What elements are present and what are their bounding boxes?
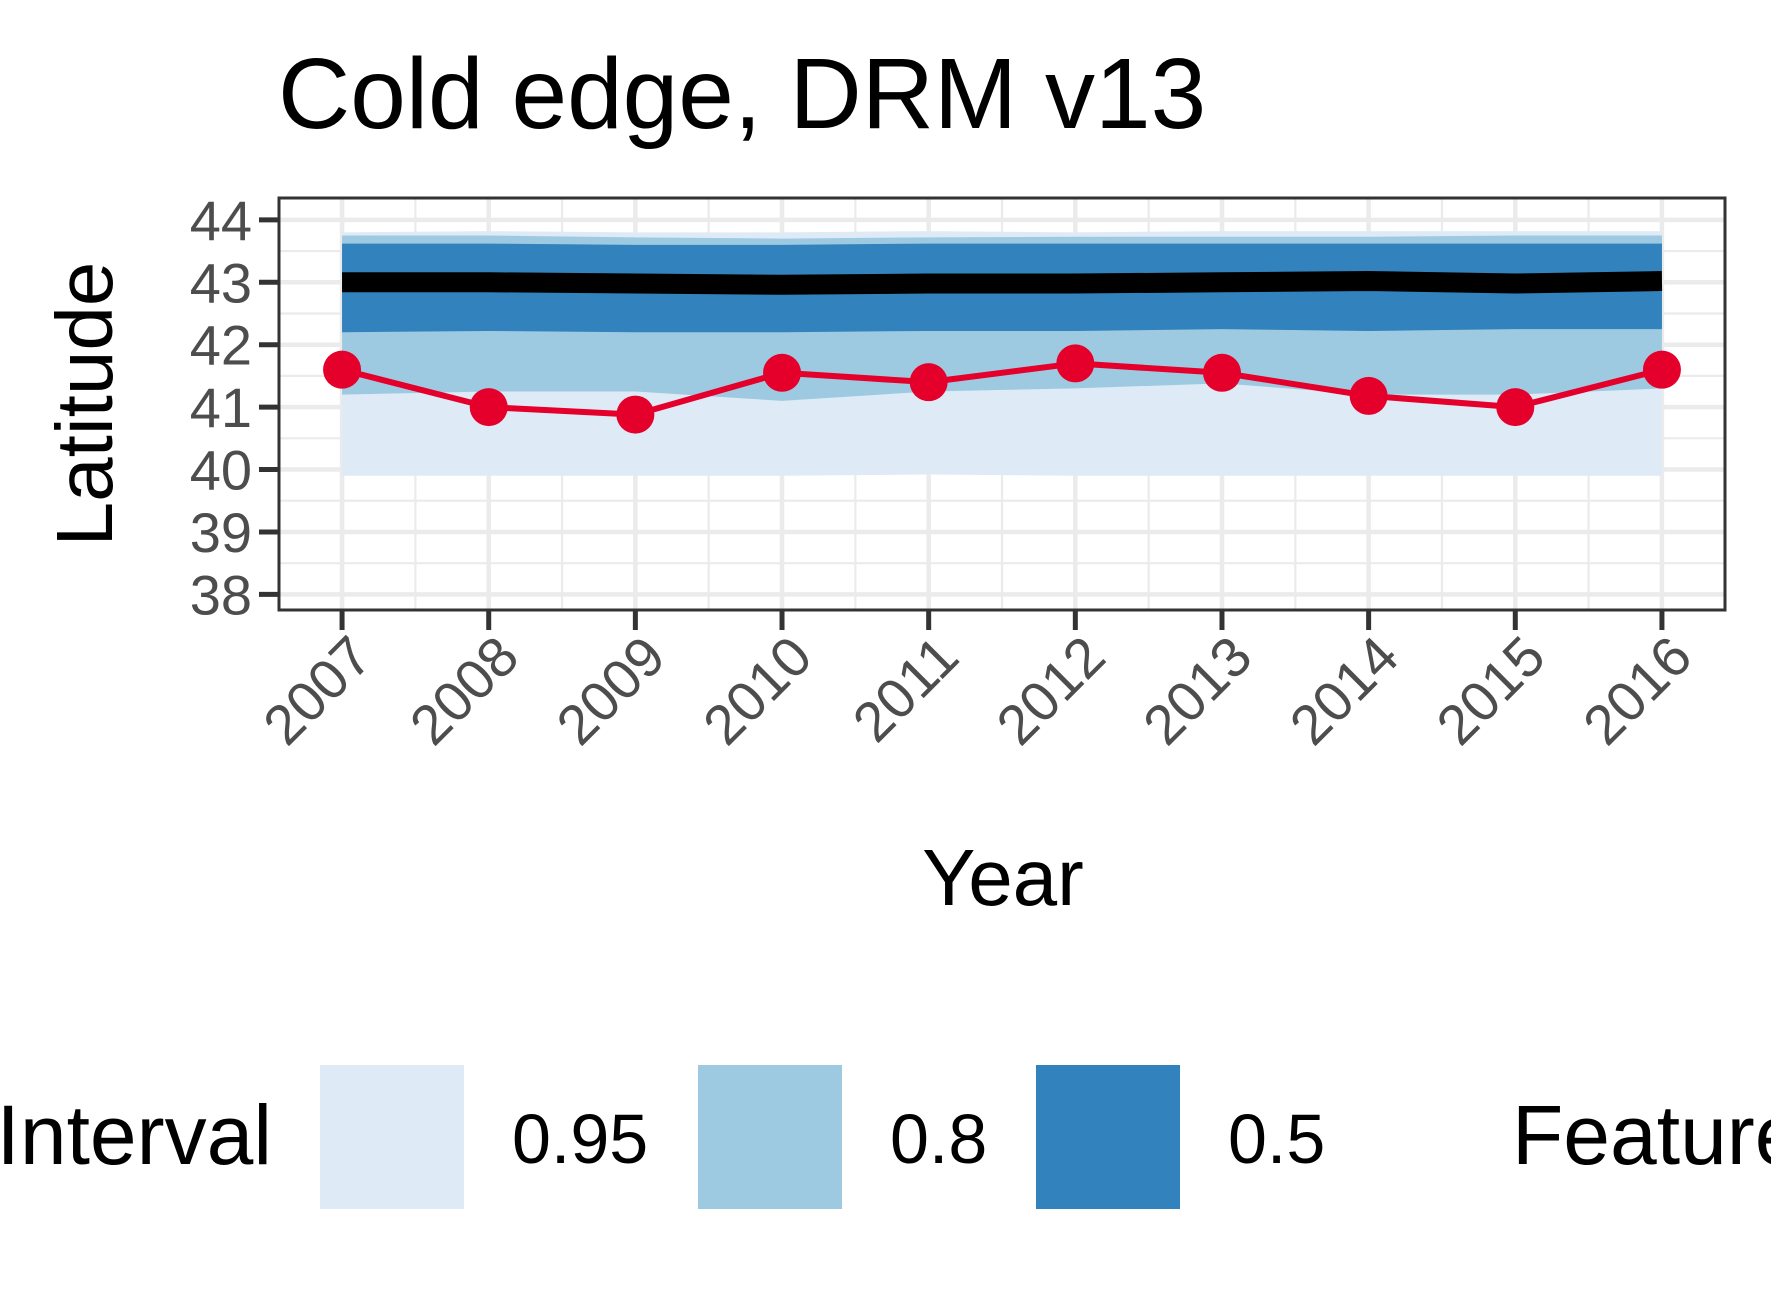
- legend-label-0.5: 0.5: [1228, 1100, 1325, 1178]
- plot-border: [277, 196, 1727, 612]
- x-tick-label: 2015: [1424, 624, 1557, 757]
- observed-point: [1642, 350, 1681, 389]
- x-tick-label: 2016: [1571, 624, 1704, 757]
- median-line: [342, 271, 1663, 295]
- y-tick-label: 40: [190, 439, 252, 502]
- legend-label-0.8: 0.8: [890, 1100, 987, 1178]
- y-tick-label: 38: [190, 563, 252, 626]
- x-tick-label: 2007: [251, 624, 384, 757]
- observed-point: [1349, 376, 1388, 415]
- y-tick-label: 44: [190, 189, 252, 252]
- x-tick-label: 2011: [840, 624, 970, 754]
- legend-key-0.5: [1036, 1065, 1180, 1209]
- series-lines: [341, 271, 1663, 418]
- legend-label-0.95: 0.95: [512, 1100, 648, 1178]
- observed-line: [341, 360, 1663, 418]
- legend-title-feature: Feature: [1512, 1088, 1771, 1182]
- observed-point: [763, 353, 802, 392]
- legend-title-interval: Interval: [0, 1088, 272, 1182]
- chart-title: Cold edge, DRM v13: [278, 38, 1206, 150]
- y-tick-label: 43: [190, 251, 252, 314]
- x-tick-label: 2014: [1277, 624, 1410, 757]
- observed-point: [1202, 353, 1241, 392]
- observed-point: [616, 395, 655, 434]
- legend-key-0.8: [698, 1065, 842, 1209]
- observed-point: [909, 363, 948, 402]
- x-axis: 2007 2008 2009 2010 2011 2012 2013 2014 2015 2016: [251, 610, 1704, 757]
- x-tick-label: 2010: [691, 624, 824, 757]
- x-axis-title: Year: [922, 833, 1084, 922]
- observed-point: [323, 350, 362, 389]
- y-tick-label: 39: [190, 501, 252, 564]
- x-tick-label: 2009: [544, 624, 677, 757]
- x-tick-label: 2013: [1131, 624, 1264, 757]
- x-tick-label: 2012: [984, 624, 1117, 757]
- observed-point: [469, 388, 508, 427]
- legend-key-0.95: [320, 1065, 464, 1209]
- legend: Interval 0.95 0.8 0.5 Feature: [0, 1065, 1771, 1209]
- observed-point: [1496, 388, 1535, 427]
- y-tick-label: 41: [190, 376, 252, 439]
- observed-points: [323, 344, 1681, 434]
- interval-bands: [342, 231, 1662, 476]
- x-tick-label: 2008: [398, 624, 531, 757]
- y-axis-title: Latitude: [40, 262, 129, 547]
- observed-point: [1056, 344, 1095, 383]
- y-tick-label: 42: [190, 314, 252, 377]
